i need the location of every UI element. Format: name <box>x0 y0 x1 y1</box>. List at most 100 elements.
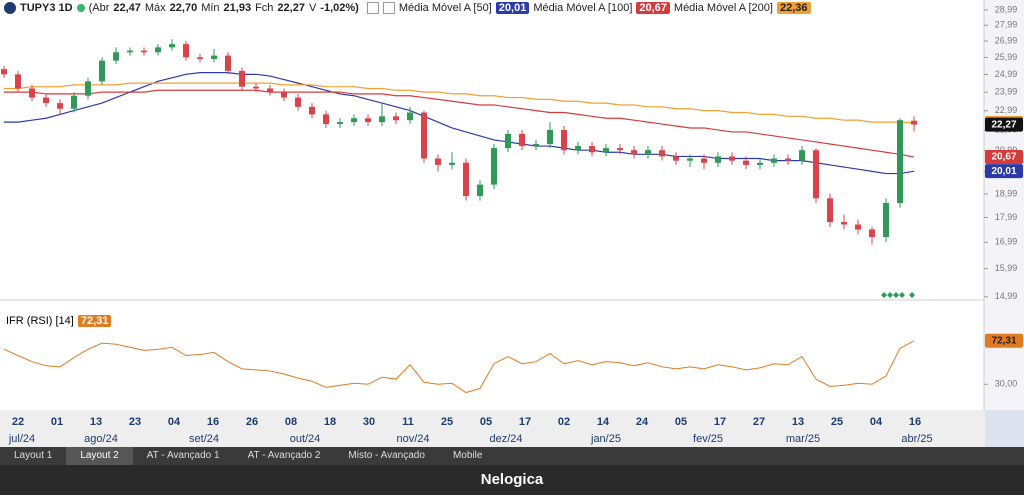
header: TUPY3 1D (Abr 22,47 Máx 22,70 Mín 21,93 … <box>4 2 811 14</box>
x-tick-label: 13 <box>792 416 804 428</box>
line <box>4 72 915 175</box>
high: 22,70 <box>169 2 198 14</box>
rsi-name: IFR (RSI) [14] <box>6 315 74 327</box>
ma50-name: Média Móvel A [50] <box>398 2 492 14</box>
rsi-value: 72,31 <box>77 315 112 327</box>
x-tick-label: 26 <box>246 416 258 428</box>
y-tick-label: 30,00 <box>995 379 1018 389</box>
price-tag-label: 72,31 <box>991 335 1016 346</box>
low-label: Mín <box>201 2 220 14</box>
x-month-label: jan/25 <box>590 433 621 445</box>
var-label: V <box>308 2 317 14</box>
y-tick-label: 27,99 <box>995 20 1018 30</box>
candle-body <box>575 146 581 151</box>
line <box>3 340 915 394</box>
price-tag <box>985 150 1023 165</box>
candle-body <box>393 116 399 121</box>
candle-body <box>323 114 329 125</box>
candle-body <box>99 60 105 82</box>
symbol: TUPY3 1D <box>20 2 73 14</box>
x-tick-label: 08 <box>285 416 297 428</box>
candle-body <box>631 150 637 155</box>
x-tick-label: 14 <box>597 416 610 428</box>
x-tick-label: 24 <box>636 416 649 428</box>
candle-body <box>645 150 651 155</box>
y-tick-label: 16,99 <box>995 237 1018 247</box>
x-month-label: set/24 <box>189 433 219 445</box>
open: 22,47 <box>113 2 141 14</box>
var: -1,02%) <box>320 2 359 14</box>
status <box>76 4 85 12</box>
candle-body <box>169 44 175 48</box>
candle-body <box>743 160 749 165</box>
candle-body <box>547 129 553 144</box>
low: 21,93 <box>223 2 252 14</box>
corner <box>985 410 1024 447</box>
candle-body <box>673 156 679 161</box>
candle-body <box>309 106 315 115</box>
x-tick-label: 17 <box>714 416 726 428</box>
tab[interactable]: Layout 1 <box>14 450 53 461</box>
tab[interactable]: Layout 2 <box>66 447 133 465</box>
price-tag-label: 20,01 <box>991 166 1016 177</box>
x-tick-label: 25 <box>831 416 843 428</box>
x-tick-label: 25 <box>441 416 453 428</box>
candle-body <box>141 50 147 53</box>
y-tick-label: 17,99 <box>995 212 1018 222</box>
x-axis <box>0 410 1024 447</box>
x-tick-label: 22 <box>12 416 24 428</box>
candle-body <box>113 52 119 61</box>
y-tick-label: 22,99 <box>995 105 1018 115</box>
high-label: Máx <box>144 2 166 14</box>
y-tick-label: 24,99 <box>995 69 1018 79</box>
candle-body <box>267 88 273 93</box>
candle-body <box>197 57 203 59</box>
x-tick-label: 04 <box>870 416 883 428</box>
tab[interactable]: AT - Avançado 1 <box>146 450 220 461</box>
x-tick-label: 11 <box>402 416 414 428</box>
tab[interactable]: AT - Avançado 2 <box>247 450 321 461</box>
x-month-label: fev/25 <box>693 433 723 445</box>
candle-body <box>897 120 903 203</box>
candle-body <box>449 162 455 165</box>
button[interactable] <box>382 2 395 14</box>
candle-body <box>659 150 665 157</box>
candle-body <box>239 70 245 87</box>
candle-body <box>617 148 623 151</box>
x-tick-label: 27 <box>753 416 765 428</box>
candle-body <box>29 88 35 98</box>
y-tick-label: 14,99 <box>995 291 1018 301</box>
ma100-name: Média Móvel A [100] <box>533 2 633 14</box>
candle-body <box>757 162 763 165</box>
candle-body <box>785 158 791 161</box>
x-tick-label: 04 <box>168 416 181 428</box>
candle-body <box>295 97 301 107</box>
signal-markers <box>881 292 915 298</box>
x-tick-label: 16 <box>207 416 219 428</box>
tab[interactable]: Mobile <box>452 450 483 461</box>
price-tag-label: 20,67 <box>991 152 1016 163</box>
candle-body <box>351 118 357 123</box>
line <box>4 82 915 124</box>
y-tick-label: 18,99 <box>995 188 1018 198</box>
background <box>0 0 1024 447</box>
ma200-name: Média Móvel A [200] <box>673 2 773 14</box>
candle-body <box>883 202 889 237</box>
y-tick-label: 15,99 <box>995 263 1018 273</box>
candle-body <box>1 69 7 75</box>
candle-body <box>771 158 777 163</box>
y-tick-label: 20,99 <box>995 145 1018 155</box>
tab[interactable]: Misto - Avançado <box>348 450 425 461</box>
close-label: Fch <box>255 2 274 14</box>
button[interactable] <box>366 2 379 14</box>
candle-body <box>379 116 385 123</box>
open-label: (Abr <box>88 2 110 14</box>
candle-body <box>365 118 371 123</box>
x-month-label: jul/24 <box>8 433 35 445</box>
ma50-value: 20,01 <box>495 2 530 14</box>
line <box>4 89 915 158</box>
logo <box>4 2 16 14</box>
candle-body <box>687 158 693 161</box>
x-tick-label: 30 <box>363 416 375 428</box>
